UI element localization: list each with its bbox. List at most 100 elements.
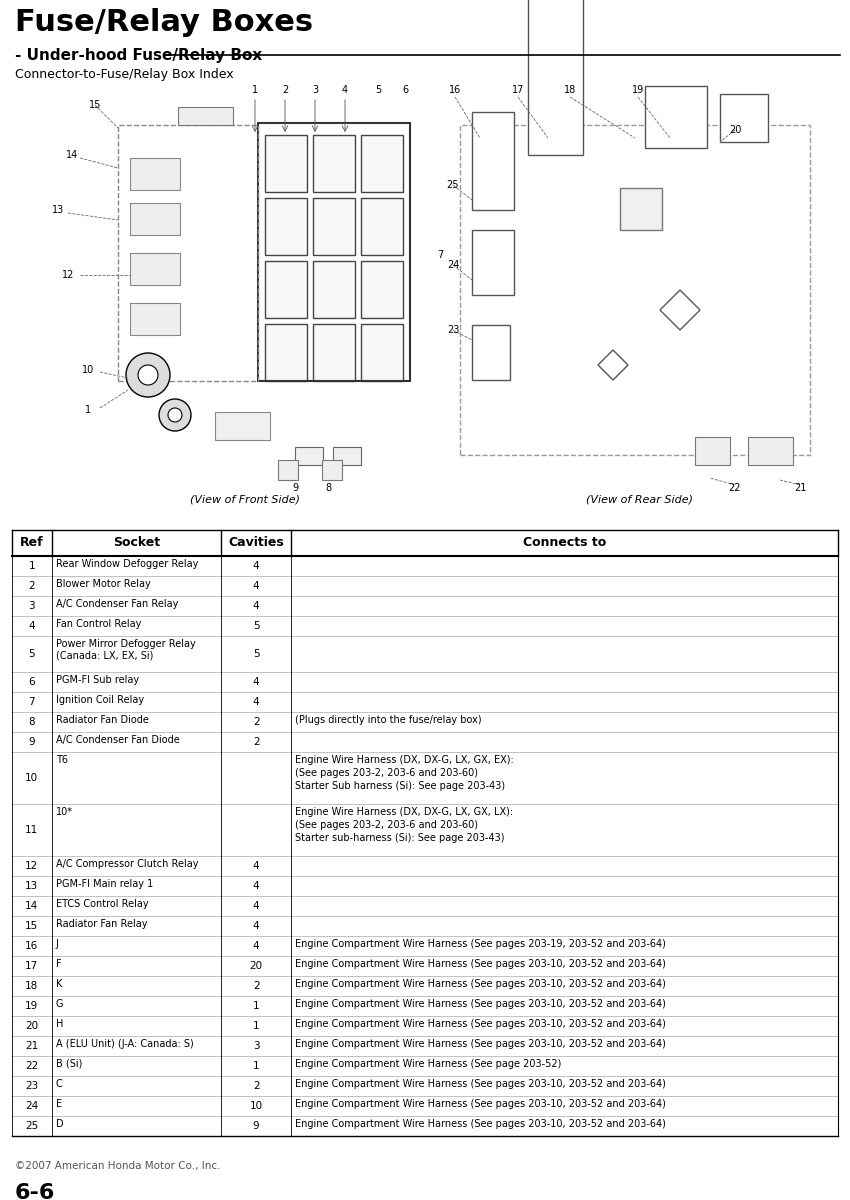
Text: Rear Window Defogger Relay: Rear Window Defogger Relay xyxy=(55,559,198,569)
Bar xyxy=(130,253,180,284)
Text: F: F xyxy=(55,959,61,970)
Bar xyxy=(361,134,403,192)
Bar xyxy=(645,86,707,148)
Polygon shape xyxy=(598,350,628,380)
Text: 24: 24 xyxy=(26,1102,38,1111)
Text: 9: 9 xyxy=(29,737,35,746)
Circle shape xyxy=(168,408,182,422)
Bar xyxy=(12,1036,838,1056)
Text: 25: 25 xyxy=(26,1121,38,1130)
Bar xyxy=(295,446,323,464)
Text: 4: 4 xyxy=(342,85,348,95)
Text: PGM-FI Main relay 1: PGM-FI Main relay 1 xyxy=(55,878,153,889)
Bar xyxy=(258,122,410,382)
Bar xyxy=(12,616,838,636)
Bar xyxy=(313,198,355,254)
Bar xyxy=(12,752,838,804)
Text: 10: 10 xyxy=(82,365,94,374)
Bar xyxy=(12,996,838,1016)
Text: 17: 17 xyxy=(26,961,38,971)
Bar xyxy=(12,936,838,956)
Bar xyxy=(472,325,510,380)
Bar xyxy=(333,446,361,464)
Bar xyxy=(265,260,307,318)
Bar xyxy=(361,198,403,254)
Text: (View of Rear Side): (View of Rear Side) xyxy=(586,494,694,505)
Text: 4: 4 xyxy=(252,601,259,611)
Bar xyxy=(130,302,180,335)
Bar xyxy=(12,976,838,996)
Text: 5: 5 xyxy=(252,649,259,659)
Text: 6-6: 6-6 xyxy=(15,1183,55,1200)
Text: 12: 12 xyxy=(26,862,38,871)
Bar xyxy=(361,324,403,382)
Text: 4: 4 xyxy=(252,560,259,571)
Bar xyxy=(265,324,307,382)
Bar xyxy=(12,576,838,596)
Text: A/C Compressor Clutch Relay: A/C Compressor Clutch Relay xyxy=(55,859,198,869)
Text: 12: 12 xyxy=(62,270,74,280)
Text: 4: 4 xyxy=(252,922,259,931)
Text: 3: 3 xyxy=(312,85,318,95)
Text: 20: 20 xyxy=(26,1021,38,1031)
Text: 16: 16 xyxy=(449,85,461,95)
Text: Fuse/Relay Boxes: Fuse/Relay Boxes xyxy=(15,8,313,37)
Text: 2: 2 xyxy=(252,716,259,727)
Bar xyxy=(472,112,514,210)
Bar xyxy=(361,260,403,318)
Text: Radiator Fan Relay: Radiator Fan Relay xyxy=(55,919,147,929)
Text: Ref: Ref xyxy=(20,536,43,550)
Text: 20: 20 xyxy=(728,125,741,134)
Bar xyxy=(130,158,180,190)
Text: 10*: 10* xyxy=(55,806,72,817)
Text: A (ELU Unit) (J-A: Canada: S): A (ELU Unit) (J-A: Canada: S) xyxy=(55,1039,194,1049)
Text: 4: 4 xyxy=(252,677,259,686)
Text: 1: 1 xyxy=(252,85,258,95)
Bar xyxy=(12,1016,838,1036)
Text: 14: 14 xyxy=(26,901,38,911)
Text: Starter sub-harness (Si): See page 203-43): Starter sub-harness (Si): See page 203-4… xyxy=(295,833,505,842)
Text: Cavities: Cavities xyxy=(228,536,284,550)
Text: 2: 2 xyxy=(282,85,288,95)
Text: 10: 10 xyxy=(26,773,38,782)
Text: 3: 3 xyxy=(252,1040,259,1051)
Text: 1: 1 xyxy=(252,1061,259,1070)
Text: 16: 16 xyxy=(26,941,38,950)
Bar xyxy=(313,134,355,192)
Text: 6: 6 xyxy=(402,85,408,95)
Text: (See pages 203-2, 203-6 and 203-60): (See pages 203-2, 203-6 and 203-60) xyxy=(295,820,479,830)
Text: 1: 1 xyxy=(252,1021,259,1031)
Bar xyxy=(130,203,180,235)
Bar xyxy=(12,636,838,672)
Text: D: D xyxy=(55,1118,63,1129)
Text: 7: 7 xyxy=(29,697,35,707)
Text: K: K xyxy=(55,979,62,989)
Text: B (Si): B (Si) xyxy=(55,1058,82,1069)
Text: 22: 22 xyxy=(26,1061,38,1070)
Text: Engine Compartment Wire Harness (See pages 203-10, 203-52 and 203-64): Engine Compartment Wire Harness (See pag… xyxy=(295,1099,666,1109)
Text: Connector-to-Fuse/Relay Box Index: Connector-to-Fuse/Relay Box Index xyxy=(15,68,234,80)
Text: 23: 23 xyxy=(26,1081,38,1091)
Bar xyxy=(265,198,307,254)
Text: 4: 4 xyxy=(252,941,259,950)
Text: 2: 2 xyxy=(252,982,259,991)
Text: 1: 1 xyxy=(85,404,91,415)
Bar xyxy=(748,437,793,464)
Text: C: C xyxy=(55,1079,62,1090)
Circle shape xyxy=(159,398,191,431)
Text: 24: 24 xyxy=(447,260,459,270)
Bar xyxy=(12,876,838,896)
Bar xyxy=(278,460,298,480)
Text: Engine Compartment Wire Harness (See pages 203-10, 203-52 and 203-64): Engine Compartment Wire Harness (See pag… xyxy=(295,998,666,1009)
Text: (View of Front Side): (View of Front Side) xyxy=(190,494,300,505)
Text: - Under-hood Fuse/Relay Box: - Under-hood Fuse/Relay Box xyxy=(15,48,263,62)
Text: Engine Compartment Wire Harness (See pages 203-10, 203-52 and 203-64): Engine Compartment Wire Harness (See pag… xyxy=(295,1039,666,1049)
Text: 9: 9 xyxy=(252,1121,259,1130)
Bar xyxy=(695,437,730,464)
Bar xyxy=(12,896,838,916)
Bar xyxy=(12,712,838,732)
Bar xyxy=(12,556,838,576)
Bar xyxy=(12,672,838,692)
Polygon shape xyxy=(660,290,700,330)
Text: 14: 14 xyxy=(65,150,78,160)
